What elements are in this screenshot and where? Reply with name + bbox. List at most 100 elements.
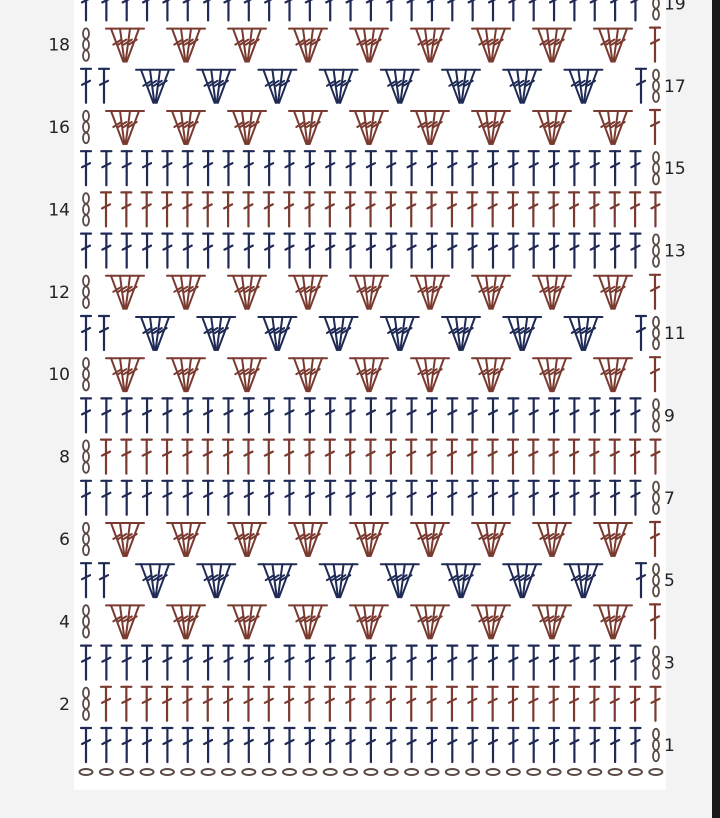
double-crochet-stitch	[303, 232, 316, 269]
double-crochet-stitch	[446, 232, 459, 269]
row-number-label: 13	[664, 242, 686, 262]
fan-cluster	[563, 563, 604, 599]
double-crochet-stitch	[425, 397, 439, 434]
double-crochet-stitch	[364, 191, 377, 228]
double-crochet-stitch	[99, 438, 113, 475]
double-crochet-stitch	[201, 191, 214, 228]
double-crochet-stitch	[588, 726, 601, 764]
turning-chain	[652, 398, 660, 433]
fan-cluster	[196, 316, 237, 351]
fan-cluster	[227, 274, 267, 310]
double-crochet-stitch	[385, 726, 398, 764]
double-crochet-stitch	[466, 232, 479, 269]
double-crochet-stitch	[201, 438, 214, 475]
double-crochet-stitch	[263, 232, 276, 269]
double-crochet-stitch	[446, 397, 459, 434]
double-crochet-stitch	[445, 191, 459, 228]
double-crochet-stitch	[486, 685, 499, 722]
double-crochet-stitch	[425, 438, 438, 475]
double-crochet-stitch	[466, 397, 479, 434]
double-crochet-stitch	[202, 397, 215, 434]
double-crochet-stitch	[181, 685, 194, 722]
double-crochet-stitch	[242, 397, 255, 434]
double-crochet-stitch	[405, 479, 418, 516]
double-crochet-stitch	[79, 150, 93, 187]
double-crochet-stitch	[486, 438, 499, 475]
double-crochet-stitch	[303, 479, 316, 516]
fan-cluster	[166, 274, 206, 310]
double-crochet-stitch	[629, 726, 642, 764]
double-crochet-stitch	[446, 479, 459, 516]
turning-chain	[652, 0, 660, 21]
double-crochet-stitch	[445, 438, 459, 475]
chain-stitch	[444, 768, 460, 776]
row-15: 15	[79, 150, 686, 187]
double-crochet-stitch	[567, 191, 581, 228]
fan-cluster	[349, 604, 389, 640]
double-crochet-stitch	[242, 150, 255, 187]
double-crochet-stitch	[364, 232, 377, 269]
double-crochet-stitch	[262, 191, 275, 228]
chain-stitch	[302, 768, 318, 776]
double-crochet-stitch	[140, 479, 154, 516]
row-number-label: 14	[48, 200, 70, 220]
row-12: 12	[48, 273, 662, 310]
double-crochet-stitch	[568, 150, 581, 187]
double-crochet-stitch	[97, 562, 111, 599]
double-crochet-stitch	[283, 397, 296, 434]
double-crochet-stitch	[568, 644, 581, 681]
double-crochet-stitch	[325, 0, 334, 22]
turning-chain	[652, 563, 660, 598]
double-crochet-stitch	[344, 397, 357, 434]
double-crochet-stitch	[262, 685, 275, 722]
turning-chain	[652, 68, 660, 103]
double-crochet-stitch	[466, 685, 479, 722]
row-5: 5	[79, 562, 675, 599]
double-crochet-stitch	[588, 644, 601, 681]
chain-stitch	[139, 768, 155, 776]
double-crochet-stitch	[425, 685, 438, 722]
double-crochet-stitch	[101, 0, 110, 22]
double-crochet-stitch	[161, 479, 174, 516]
double-crochet-stitch	[181, 479, 194, 516]
fan-cluster	[135, 68, 175, 104]
double-crochet-stitch	[547, 397, 561, 434]
row-number-label: 4	[59, 612, 70, 632]
double-crochet-stitch	[567, 685, 581, 722]
double-crochet-stitch	[629, 232, 642, 269]
fan-cluster	[135, 316, 175, 351]
double-crochet-stitch	[385, 397, 398, 434]
double-crochet-stitch	[80, 0, 90, 22]
double-crochet-stitch	[364, 479, 377, 516]
double-crochet-stitch	[263, 397, 276, 434]
row-number-label: 11	[664, 324, 686, 344]
double-crochet-stitch	[568, 232, 581, 269]
double-crochet-stitch	[648, 603, 662, 640]
chain-stitch	[404, 768, 420, 776]
fan-cluster	[349, 522, 389, 557]
double-crochet-stitch	[181, 232, 194, 269]
fan-cluster	[410, 27, 450, 63]
double-crochet-stitch	[486, 150, 500, 187]
double-crochet-stitch	[264, 0, 273, 22]
fan-cluster	[105, 357, 145, 393]
double-crochet-stitch	[547, 438, 560, 475]
turning-chain	[652, 480, 660, 515]
double-crochet-stitch	[609, 0, 619, 22]
double-crochet-stitch	[283, 479, 296, 516]
row-4: 4	[59, 603, 662, 640]
double-crochet-stitch	[507, 726, 520, 764]
fan-cluster	[532, 604, 572, 640]
double-crochet-stitch	[364, 685, 377, 722]
double-crochet-stitch	[466, 726, 479, 764]
double-crochet-stitch	[588, 397, 601, 434]
double-crochet-stitch	[364, 726, 377, 764]
double-crochet-stitch	[242, 438, 255, 475]
fan-cluster	[257, 68, 298, 104]
row-1: 1	[79, 726, 675, 764]
double-crochet-stitch	[466, 191, 479, 228]
fan-cluster	[288, 110, 328, 145]
row-10: 10	[48, 356, 662, 393]
double-crochet-stitch	[385, 150, 398, 187]
double-crochet-stitch	[548, 0, 558, 22]
